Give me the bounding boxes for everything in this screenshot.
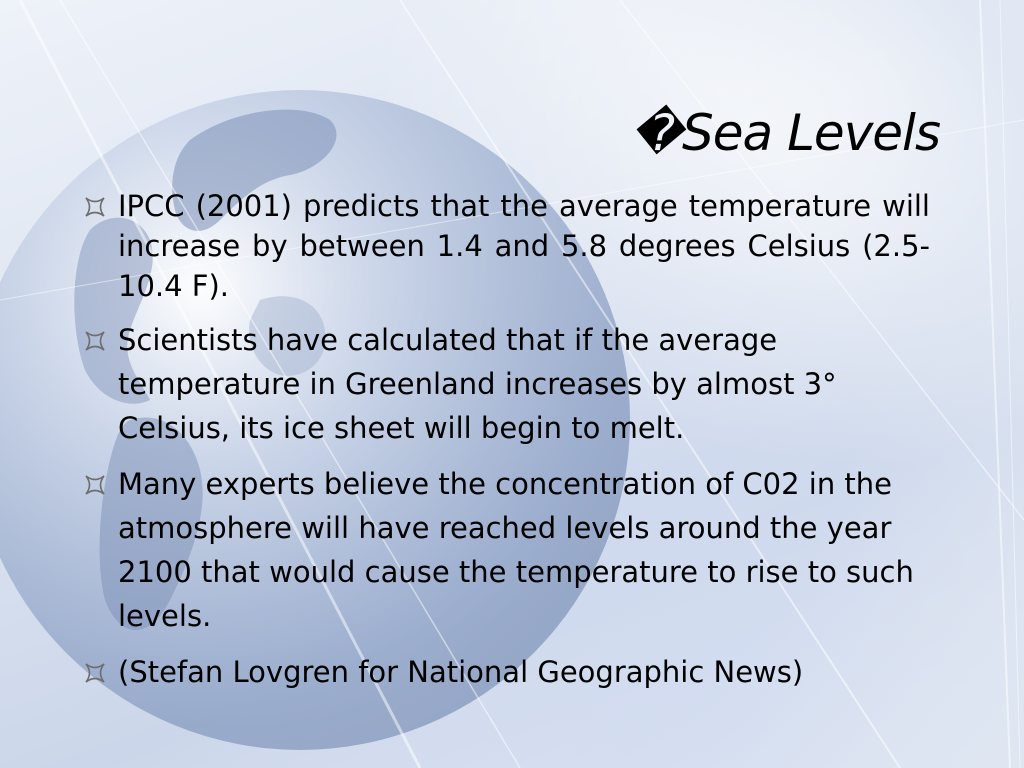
bullet-text-continued: Celsius, its ice sheet will begin to mel…	[118, 411, 685, 445]
bullet-text: (Stefan Lovgren for National Geographic …	[118, 655, 804, 689]
list-item: (Stefan Lovgren for National Geographic …	[84, 650, 930, 694]
slide-title-text: Sea Levels	[682, 104, 941, 162]
quadrilateral-star-icon	[85, 197, 105, 217]
list-item: Many experts believe the concentration o…	[84, 462, 930, 638]
slide-title: �Sea Levels	[631, 104, 941, 162]
quadrilateral-star-icon	[85, 475, 105, 495]
list-item: IPCC (2001) predicts that the average te…	[84, 186, 930, 306]
list-item: Scientists have calculated that if the a…	[84, 318, 930, 450]
bullet-list: IPCC (2001) predicts that the average te…	[84, 186, 930, 706]
bullet-text: Scientists have calculated that if the a…	[118, 323, 837, 401]
title-icon: �	[631, 104, 683, 162]
quadrilateral-star-icon	[85, 663, 105, 683]
quadrilateral-star-icon	[85, 331, 105, 351]
bullet-text: IPCC (2001) predicts that the average te…	[118, 189, 930, 303]
bullet-text: Many experts believe the concentration o…	[118, 467, 914, 633]
